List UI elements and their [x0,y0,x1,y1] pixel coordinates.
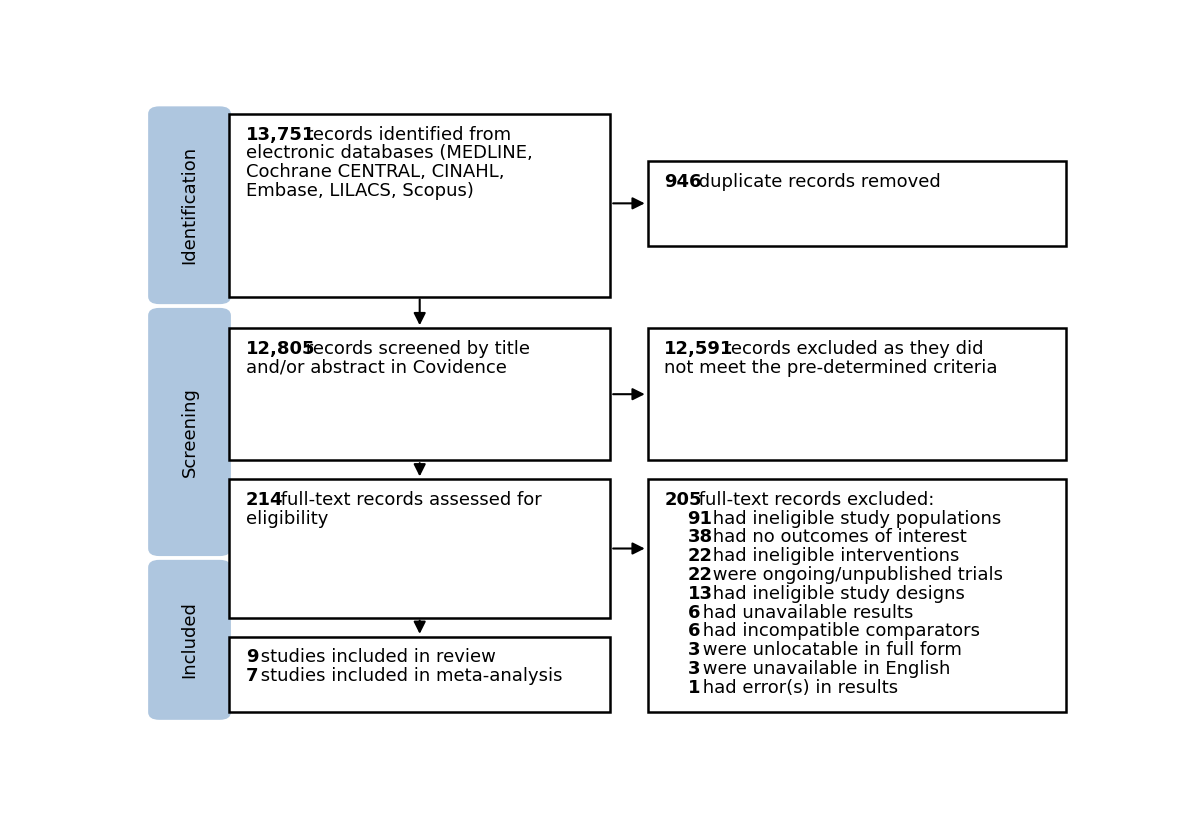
Text: electronic databases (MEDLINE,: electronic databases (MEDLINE, [246,145,533,163]
Text: full-text records assessed for: full-text records assessed for [275,491,541,509]
Text: duplicate records removed: duplicate records removed [694,173,941,191]
FancyBboxPatch shape [148,308,230,556]
Text: 9: 9 [246,649,258,667]
FancyBboxPatch shape [148,560,230,720]
Text: had ineligible study designs: had ineligible study designs [707,585,965,603]
FancyBboxPatch shape [648,328,1066,461]
Text: 22: 22 [688,566,713,584]
Text: 7: 7 [246,667,258,685]
Text: not meet the pre-determined criteria: not meet the pre-determined criteria [665,358,997,376]
Text: 214: 214 [246,491,283,509]
FancyBboxPatch shape [148,106,230,304]
Text: eligibility: eligibility [246,510,328,528]
Text: studies included in meta-analysis: studies included in meta-analysis [256,667,563,685]
Text: 3: 3 [688,641,700,659]
Text: 6: 6 [688,622,700,640]
Text: were ongoing/unpublished trials: were ongoing/unpublished trials [707,566,1003,584]
Text: had ineligible interventions: had ineligible interventions [707,547,959,565]
Text: Included: Included [180,601,198,678]
FancyBboxPatch shape [229,636,611,712]
FancyBboxPatch shape [229,479,611,618]
Text: Embase, LILACS, Scopus): Embase, LILACS, Scopus) [246,182,474,200]
FancyBboxPatch shape [229,328,611,461]
Text: 38: 38 [688,528,713,546]
FancyBboxPatch shape [648,161,1066,246]
Text: 6: 6 [688,604,700,622]
Text: had no outcomes of interest: had no outcomes of interest [707,528,967,546]
Text: 22: 22 [688,547,713,565]
Text: 91: 91 [688,510,713,528]
Text: 1: 1 [688,679,700,697]
FancyBboxPatch shape [229,114,611,297]
Text: Identification: Identification [180,146,198,264]
Text: studies included in review: studies included in review [256,649,497,667]
Text: 12,591: 12,591 [665,339,733,357]
FancyBboxPatch shape [648,479,1066,712]
Text: had incompatible comparators: had incompatible comparators [697,622,980,640]
Text: records excluded as they did: records excluded as they did [718,339,984,357]
Text: Screening: Screening [180,387,198,477]
Text: 3: 3 [688,660,700,678]
Text: 13: 13 [688,585,713,603]
Text: had ineligible study populations: had ineligible study populations [707,510,1001,528]
Text: 946: 946 [665,173,702,191]
Text: had error(s) in results: had error(s) in results [697,679,899,697]
Text: and/or abstract in Covidence: and/or abstract in Covidence [246,358,506,376]
Text: were unlocatable in full form: were unlocatable in full form [697,641,962,659]
Text: 13,751: 13,751 [246,126,316,144]
Text: 205: 205 [665,491,702,509]
Text: 12,805: 12,805 [246,339,316,357]
Text: were unavailable in English: were unavailable in English [697,660,950,678]
Text: records screened by title: records screened by title [300,339,529,357]
Text: Cochrane CENTRAL, CINAHL,: Cochrane CENTRAL, CINAHL, [246,163,504,181]
Text: records identified from: records identified from [300,126,511,144]
Text: had unavailable results: had unavailable results [697,604,913,622]
Text: full-text records excluded:: full-text records excluded: [694,491,935,509]
